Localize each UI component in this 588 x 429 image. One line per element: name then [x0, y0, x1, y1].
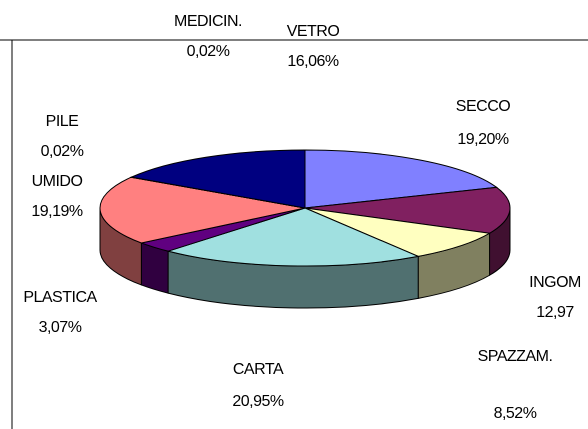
- value-label: 12,97: [536, 304, 574, 321]
- slice-label: PLASTICA: [23, 289, 97, 306]
- slice-label: PILE: [46, 113, 79, 130]
- slice: [304, 186, 511, 234]
- value-label: 19,20%: [457, 131, 509, 148]
- chart-frame: [11, 39, 588, 429]
- value-label: 19,19%: [31, 203, 83, 220]
- value-label: 0,02%: [187, 43, 230, 60]
- slice-label: CARTA: [233, 361, 284, 378]
- slice-label: UMIDO: [32, 173, 83, 190]
- value-label: 20,95%: [232, 393, 284, 410]
- value-label: 16,06%: [287, 53, 339, 70]
- slice-label: MEDICIN.: [174, 13, 242, 30]
- slice: [304, 149, 498, 209]
- slice: [166, 207, 420, 267]
- slice: [304, 207, 492, 257]
- value-label: 0,02%: [41, 143, 84, 160]
- value-label: 3,07%: [39, 319, 82, 336]
- slice-label: SPAZZAM.: [478, 348, 553, 365]
- value-label: 8,52%: [494, 405, 537, 422]
- slice-label: SECCO: [456, 98, 510, 115]
- slice: [99, 176, 306, 244]
- slice: [129, 149, 306, 209]
- slice-label: INGOM: [529, 274, 581, 291]
- slice-label: VETRO: [287, 23, 340, 40]
